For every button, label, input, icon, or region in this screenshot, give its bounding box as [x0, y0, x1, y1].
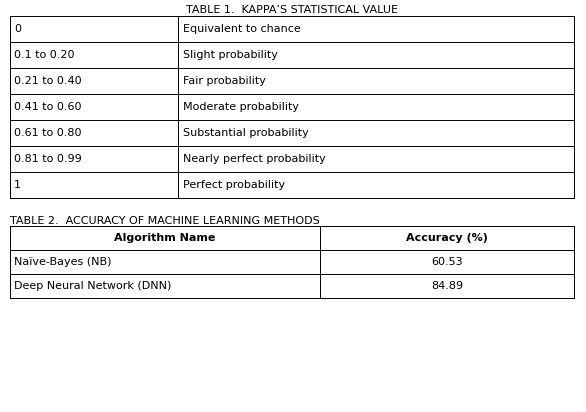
Text: Equivalent to chance: Equivalent to chance	[183, 24, 301, 34]
Text: TABLE 2.  ACCURACY OF MACHINE LEARNING METHODS: TABLE 2. ACCURACY OF MACHINE LEARNING ME…	[10, 216, 320, 226]
Text: 0.1 to 0.20: 0.1 to 0.20	[14, 50, 74, 60]
Text: 84.89: 84.89	[431, 281, 463, 291]
Text: Naïve-Bayes (NB): Naïve-Bayes (NB)	[14, 257, 111, 267]
Text: 0: 0	[14, 24, 21, 34]
Text: 60.53: 60.53	[431, 257, 463, 267]
Text: 1: 1	[14, 180, 21, 190]
Text: 0.61 to 0.80: 0.61 to 0.80	[14, 128, 81, 138]
Text: Fair probability: Fair probability	[183, 76, 266, 86]
Text: Nearly perfect probability: Nearly perfect probability	[183, 154, 326, 164]
Text: Moderate probability: Moderate probability	[183, 102, 299, 112]
Text: 0.21 to 0.40: 0.21 to 0.40	[14, 76, 81, 86]
Text: Algorithm Name: Algorithm Name	[114, 233, 216, 243]
Text: TABLE 1.  KAPPA’S STATISTICAL VALUE: TABLE 1. KAPPA’S STATISTICAL VALUE	[186, 5, 398, 15]
Text: 0.41 to 0.60: 0.41 to 0.60	[14, 102, 81, 112]
Text: 0.81 to 0.99: 0.81 to 0.99	[14, 154, 82, 164]
Text: Deep Neural Network (DNN): Deep Neural Network (DNN)	[14, 281, 171, 291]
Text: Substantial probability: Substantial probability	[183, 128, 309, 138]
Text: Slight probability: Slight probability	[183, 50, 278, 60]
Text: Accuracy (%): Accuracy (%)	[406, 233, 488, 243]
Text: Perfect probability: Perfect probability	[183, 180, 285, 190]
